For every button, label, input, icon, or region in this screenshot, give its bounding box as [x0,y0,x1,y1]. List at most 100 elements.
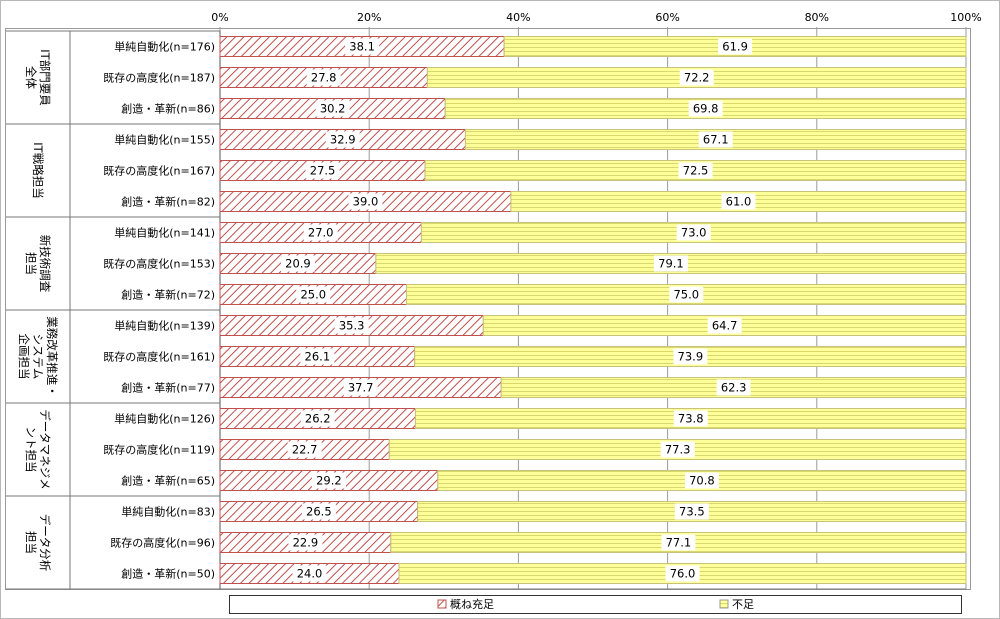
data-label-box [673,348,708,365]
group-label: 担当 [24,252,38,275]
data-label: 26.2 [305,412,331,426]
data-label-box [311,472,346,489]
data-label: 73.8 [678,412,704,426]
data-label-box [653,255,688,272]
row-label: 創造・革新(n=72) [121,288,215,302]
data-label-box [301,503,336,520]
legend-swatch [719,599,729,609]
data-label-box [300,410,335,427]
data-label-box [707,317,742,334]
data-label: 32.9 [330,133,356,147]
data-label-box [678,162,713,179]
legend-swatch [437,599,447,609]
group-label: システム [31,334,45,380]
data-label-box [679,69,714,86]
row-label: 単純自動化(n=83) [121,505,215,519]
data-label-box [661,534,696,551]
row-label: 単純自動化(n=126) [114,412,215,426]
group-label: ント担当 [24,427,38,473]
data-label-box [698,131,733,148]
group-label: 業務改革推進・ [45,316,59,397]
data-label: 72.2 [684,71,710,85]
data-label: 20.9 [285,257,311,271]
data-label-box [343,379,378,396]
group-label: 全体 [24,66,38,89]
data-label-box [684,472,719,489]
data-label-box [660,441,695,458]
row-label: 既存の高度化(n=153) [103,257,215,271]
data-label: 27.0 [308,226,334,240]
data-label: 62.3 [721,381,747,395]
data-label: 67.1 [703,133,729,147]
row-label: 既存の高度化(n=187) [103,71,215,85]
data-label-box [345,38,380,55]
row-label: 既存の高度化(n=96) [110,536,215,550]
row-label: 創造・革新(n=50) [121,567,215,581]
data-label: 39.0 [353,195,379,209]
x-tick-label: 20% [357,11,381,24]
data-label-box [718,38,753,55]
row-label: 既存の高度化(n=167) [103,164,215,178]
group-label: IT戦略担当 [31,142,45,198]
legend-label: 概ね充足 [450,597,494,611]
row-label: 既存の高度化(n=161) [103,350,215,364]
x-tick-label: 0% [211,11,228,24]
group-label: 担当 [24,531,38,554]
data-label-box [300,348,335,365]
data-label: 27.8 [311,71,337,85]
data-label-box [306,69,341,86]
data-label: 26.5 [306,505,332,519]
data-label: 61.0 [726,195,752,209]
data-label: 27.5 [310,164,336,178]
data-label: 75.0 [673,288,699,302]
data-label-box [303,224,338,241]
group-label: 企画担当 [17,334,31,380]
data-label: 69.8 [693,102,719,116]
row-label: 単純自動化(n=176) [114,40,215,54]
data-label-box [674,503,709,520]
data-label: 73.0 [681,226,707,240]
data-label: 79.1 [658,257,684,271]
row-label: 単純自動化(n=139) [114,319,215,333]
row-label: 創造・革新(n=86) [121,102,215,116]
row-label: 単純自動化(n=141) [114,226,215,240]
data-label: 76.0 [670,567,696,581]
legend-box [229,595,962,614]
data-label-box [721,193,756,210]
row-label: 単純自動化(n=155) [114,133,215,147]
data-label: 73.5 [679,505,705,519]
data-label: 70.8 [689,474,715,488]
group-label: IT部門要員 [38,49,52,106]
data-label-box [688,100,723,117]
row-label: 創造・革新(n=82) [121,195,215,209]
x-tick-label: 40% [506,11,530,24]
data-label: 77.1 [666,536,692,550]
data-label: 29.2 [316,474,342,488]
data-label-box [288,534,323,551]
x-tick-label: 60% [655,11,679,24]
data-label: 26.1 [305,350,331,364]
data-label-box [315,100,350,117]
row-label: 創造・革新(n=65) [121,474,215,488]
data-label-box [280,255,315,272]
data-label-box [676,224,711,241]
data-label-box [296,286,331,303]
data-label: 25.0 [300,288,326,302]
data-label: 22.7 [292,443,318,457]
x-tick-label: 100% [950,11,981,24]
data-label-box [325,131,360,148]
data-label-box [673,410,708,427]
data-label: 22.9 [293,536,319,550]
data-label-box [348,193,383,210]
data-label: 64.7 [712,319,738,333]
data-label: 77.3 [665,443,691,457]
row-label: 既存の高度化(n=119) [103,443,215,457]
data-label: 35.3 [339,319,365,333]
data-label: 38.1 [349,40,375,54]
group-label: データ分析 [38,514,52,572]
x-tick-label: 80% [805,11,829,24]
data-label: 73.9 [678,350,704,364]
data-label-box [305,162,340,179]
data-label: 30.2 [320,102,346,116]
